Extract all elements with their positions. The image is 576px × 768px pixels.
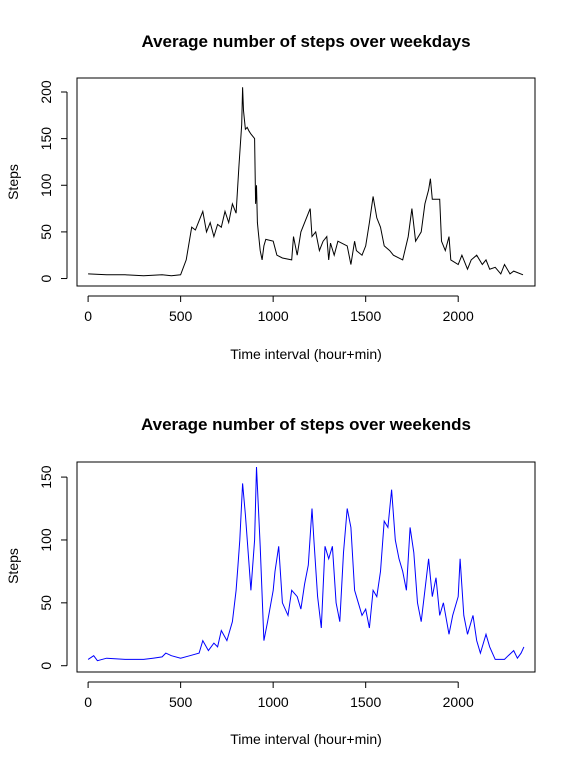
chart-weekdays: Average number of steps over weekdays 0 5… (5, 32, 536, 362)
plot-frame (76, 77, 536, 287)
y-tick-label: 100 (38, 528, 54, 552)
chart-weekends: Average number of steps over weekends 0 5… (5, 415, 536, 747)
series-line (87, 466, 525, 662)
x-axis: 0 500 1000 1500 2000 (84, 295, 474, 324)
plot-frame (76, 461, 536, 673)
y-axis: 0 50 100 150 200 (38, 80, 68, 282)
y-tick-label: 200 (38, 80, 54, 104)
series-line (88, 87, 524, 277)
y-tick-label: 50 (38, 224, 54, 240)
x-tick-label: 500 (169, 308, 193, 324)
x-axis: 0 500 1000 1500 2000 (84, 681, 474, 710)
y-tick-label: 150 (38, 127, 54, 151)
y-axis: 0 50 100 150 (38, 465, 68, 670)
y-tick-label: 50 (38, 595, 54, 611)
x-tick-label: 1000 (258, 308, 289, 324)
x-tick-label: 500 (169, 694, 193, 710)
y-axis-label: Steps (5, 548, 21, 584)
x-tick-label: 1500 (350, 694, 381, 710)
y-tick-label: 0 (38, 662, 54, 670)
x-tick-label: 1000 (258, 694, 289, 710)
x-tick-label: 2000 (443, 308, 474, 324)
x-tick-label: 0 (84, 308, 92, 324)
x-tick-label: 2000 (443, 694, 474, 710)
x-tick-label: 0 (84, 694, 92, 710)
x-axis-label: Time interval (hour+min) (230, 346, 382, 362)
y-axis-label: Steps (5, 164, 21, 200)
y-tick-label: 100 (38, 173, 54, 197)
y-tick-label: 150 (38, 465, 54, 489)
x-tick-label: 1500 (350, 308, 381, 324)
y-tick-label: 0 (38, 274, 54, 282)
chart-title: Average number of steps over weekends (141, 415, 471, 434)
chart-title: Average number of steps over weekdays (141, 32, 470, 51)
x-axis-label: Time interval (hour+min) (230, 731, 382, 747)
